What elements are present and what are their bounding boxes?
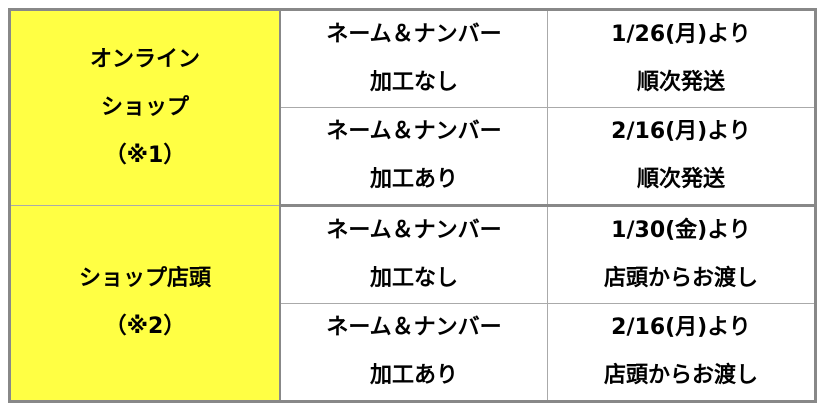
date-line: 1/26(月)より — [611, 22, 751, 47]
table-row: ネーム＆ナンバー 加工あり 2/16(月)より 順次発送 — [10, 107, 816, 207]
date-line: 順次発送 — [636, 70, 725, 95]
shipping-date: 2/16(月)より 店頭からお渡し — [547, 303, 816, 402]
shipping-schedule-table: オンライン ショップ （※1） ネーム＆ナンバー 加工なし 1/26(月)より … — [8, 8, 817, 403]
group-shop-store: ショップ店頭 （※2） — [9, 205, 281, 402]
processing-type: ネーム＆ナンバー 加工なし — [279, 9, 548, 108]
date-line: 店頭からお渡し — [603, 363, 758, 388]
type-line: 加工なし — [369, 70, 458, 95]
table-row: ショップ店頭 （※2） ネーム＆ナンバー 加工なし 1/30(金)より 店頭から… — [9, 205, 816, 402]
date-line: 2/16(月)より — [611, 119, 751, 144]
type-line: ネーム＆ナンバー — [326, 315, 502, 340]
date-line: 店頭からお渡し — [603, 266, 758, 291]
date-line: 2/16(月)より — [611, 315, 751, 340]
table-row: ネーム＆ナンバー 加工あり 2/16(月)より 店頭からお渡し — [10, 303, 816, 402]
group-online-shop: オンライン ショップ （※1） — [9, 9, 281, 206]
group-label-line: ショップ店頭 — [78, 266, 211, 291]
shipping-date: 1/30(金)より 店頭からお渡し — [547, 205, 816, 304]
shipping-date: 1/26(月)より 順次発送 — [547, 9, 816, 108]
group-label-line: オンライン — [89, 47, 200, 72]
group-label-line: ショップ — [100, 95, 189, 120]
date-line: 1/30(金)より — [611, 218, 751, 243]
type-line: 加工あり — [369, 363, 458, 388]
processing-type: ネーム＆ナンバー 加工あり — [279, 107, 548, 207]
group-label-note: （※1） — [104, 143, 186, 168]
type-line: ネーム＆ナンバー — [326, 218, 502, 243]
table-row: オンライン ショップ （※1） ネーム＆ナンバー 加工なし 1/26(月)より … — [9, 9, 816, 206]
date-line: 順次発送 — [636, 167, 725, 192]
group-label-note: （※2） — [104, 314, 186, 339]
type-line: ネーム＆ナンバー — [326, 119, 502, 144]
type-line: 加工あり — [369, 167, 458, 192]
type-line: 加工なし — [369, 266, 458, 291]
shipping-date: 2/16(月)より 順次発送 — [547, 107, 816, 207]
processing-type: ネーム＆ナンバー 加工あり — [279, 303, 548, 402]
type-line: ネーム＆ナンバー — [326, 22, 502, 47]
processing-type: ネーム＆ナンバー 加工なし — [279, 205, 548, 304]
